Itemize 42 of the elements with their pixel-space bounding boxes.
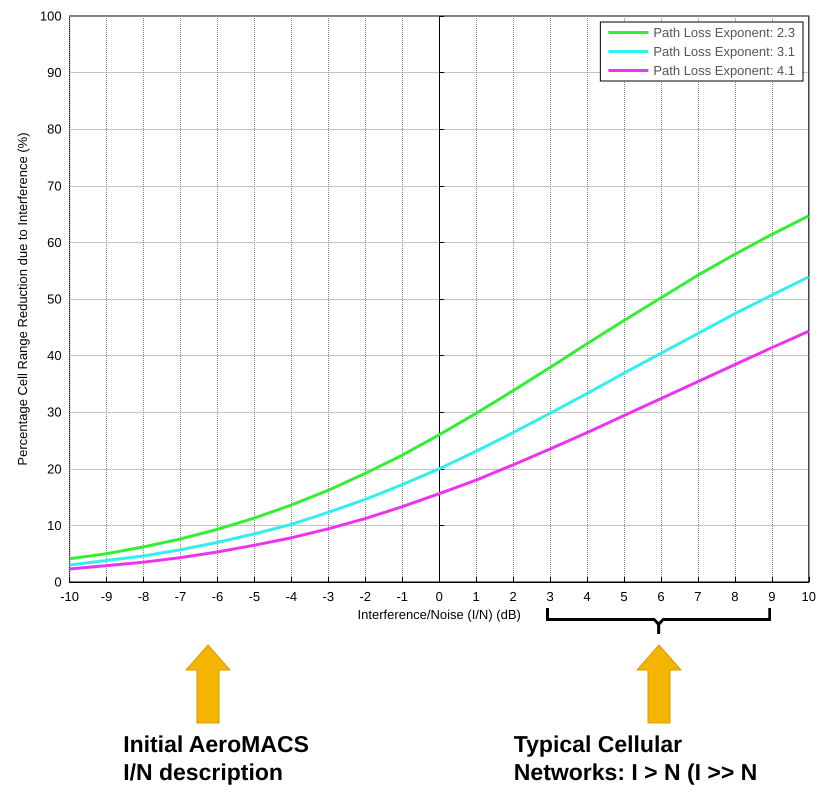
y-tick-label: 70 <box>47 178 62 194</box>
y-tick-label: 80 <box>47 122 62 137</box>
legend-label: Path Loss Exponent: 2.3 <box>653 25 795 40</box>
line-series <box>68 214 810 560</box>
x-tick-label: 9 <box>768 589 776 604</box>
x-tick-label: -7 <box>174 589 186 604</box>
x-tick-label: -4 <box>286 589 298 604</box>
y-axis-title: Percentage Cell Range Reduction due to Interference (%) <box>15 132 30 466</box>
x-tick-label: -10 <box>60 589 79 604</box>
line-series <box>68 330 810 570</box>
y-tick-label: 90 <box>47 65 62 80</box>
x-tick-label: -8 <box>138 589 150 604</box>
y-tick-label: 100 <box>40 8 62 24</box>
x-tick-label: 0 <box>436 589 443 604</box>
x-tick-label: -9 <box>100 589 112 604</box>
x-tick-label: -2 <box>359 589 372 604</box>
x-axis-title: Interference/Noise (I/N) (dB) <box>358 606 521 622</box>
x-tick-label: 8 <box>731 589 738 604</box>
y-tick-label: 40 <box>47 348 62 364</box>
y-tick-label: 20 <box>47 461 62 476</box>
y-tick-label: 60 <box>47 234 62 250</box>
y-tick-label: 30 <box>47 404 62 420</box>
y-tick-label: 0 <box>54 574 62 590</box>
line-series <box>68 275 810 567</box>
legend-label: Path Loss Exponent: 4.1 <box>653 63 795 78</box>
x-tick-label: -1 <box>396 589 408 604</box>
x-tick-label: -5 <box>248 589 260 604</box>
text: Typical Cellular Networks: I > N (I >> N <box>514 730 758 786</box>
x-tick-label: 3 <box>546 589 554 604</box>
x-tick-label: 2 <box>509 589 517 604</box>
x-tick-label: 1 <box>472 589 480 604</box>
y-tick-label: 50 <box>47 292 62 306</box>
x-tick-label: 7 <box>694 589 702 604</box>
x-tick-label: 4 <box>583 589 591 604</box>
x-tick-label: 10 <box>802 589 816 604</box>
x-tick-label: -6 <box>212 589 224 604</box>
y-tick-label: 10 <box>47 518 62 533</box>
x-tick-label: -3 <box>322 589 334 604</box>
x-tick-label: 5 <box>620 589 628 604</box>
text: Initial AeroMACS I/N description <box>123 730 309 786</box>
legend-label: Path Loss Exponent: 3.1 <box>653 44 795 59</box>
x-tick-label: 6 <box>657 589 665 604</box>
